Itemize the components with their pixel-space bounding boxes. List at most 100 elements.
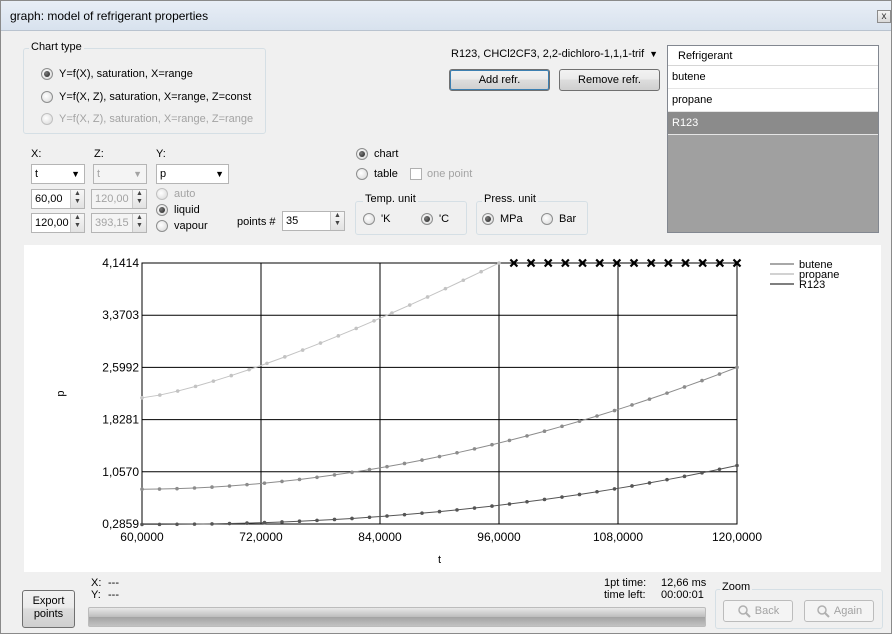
- data-point: [700, 378, 704, 383]
- clipped-point-marker: [509, 258, 519, 268]
- list-item[interactable]: butene: [668, 66, 878, 89]
- x-tick-label: 96,0000: [477, 530, 521, 544]
- data-point: [525, 434, 529, 438]
- phase-liquid-radio[interactable]: liquid: [156, 204, 200, 216]
- series-line: [141, 366, 738, 490]
- points-value: 35: [286, 215, 299, 227]
- refrigerant-list[interactable]: Refrigerant butene propane R123: [667, 45, 879, 233]
- chart-type-title: Chart type: [29, 41, 84, 53]
- data-point: [297, 519, 302, 524]
- data-point: [175, 486, 179, 491]
- data-point: [682, 385, 687, 389]
- data-point: [472, 506, 477, 510]
- list-item[interactable]: R123: [668, 112, 878, 135]
- temp-unit-k-radio[interactable]: 'K: [363, 213, 390, 225]
- chart-area[interactable]: 60,0000 72,0000 84,0000 96,0000 108,0000 120,…: [24, 245, 881, 572]
- y-axis-select-value: p: [160, 168, 167, 180]
- x-axis-label: X:: [31, 148, 42, 160]
- radio-button-icon: [482, 213, 494, 225]
- data-point: [372, 319, 376, 323]
- data-point: [407, 303, 412, 307]
- clipped-point-marker: [526, 258, 536, 268]
- data-point: [140, 487, 144, 491]
- remove-refrigerant-button[interactable]: Remove refr.: [559, 69, 660, 91]
- data-point: [280, 479, 284, 484]
- data-point: [336, 334, 341, 338]
- radio-button-icon: [421, 213, 433, 225]
- data-point: [245, 521, 249, 525]
- radio-button-icon: [156, 188, 168, 200]
- phase-vapour-radio[interactable]: vapour: [156, 220, 208, 232]
- y-tick-label: 2,5992: [102, 360, 139, 374]
- data-point: [402, 461, 407, 466]
- export-points-button[interactable]: Export points: [22, 590, 75, 628]
- clipped-point-marker: [612, 258, 622, 268]
- data-point: [385, 464, 389, 469]
- refrigerant-list-header[interactable]: Refrigerant: [668, 46, 878, 66]
- close-icon[interactable]: x: [877, 10, 891, 23]
- series-line: [141, 465, 738, 525]
- press-unit-mpa-label: MPa: [500, 213, 523, 225]
- data-point: [262, 481, 267, 485]
- press-unit-bar-radio[interactable]: Bar: [541, 213, 576, 225]
- press-unit-mpa-radio[interactable]: MPa: [482, 213, 523, 225]
- one-point-label: one point: [427, 168, 473, 180]
- temp-unit-c-label: 'C: [439, 213, 450, 225]
- phase-liquid-label: liquid: [174, 204, 200, 216]
- output-chart-label: chart: [374, 148, 399, 160]
- clipped-point-marker: [715, 258, 725, 268]
- output-chart-radio[interactable]: chart: [356, 148, 398, 160]
- legend-label: propane: [799, 269, 839, 281]
- z-axis-label: Z:: [94, 148, 104, 160]
- data-point: [612, 487, 617, 491]
- points-stepper[interactable]: 35 ▲ ▼: [282, 211, 345, 231]
- add-refrigerant-button[interactable]: Add refr.: [449, 69, 550, 91]
- chevron-down-icon: ▼: [649, 49, 658, 59]
- data-point: [665, 391, 669, 395]
- x-to-value: 120,00: [35, 217, 69, 229]
- data-point: [577, 419, 582, 424]
- chart-type-option-3: Y=f(X, Z), saturation, X=range, Z=range: [41, 113, 253, 125]
- status-x-label: X:: [91, 577, 102, 589]
- spin-arrows-icon[interactable]: ▲ ▼: [330, 212, 344, 230]
- line-chart[interactable]: 60,0000 72,0000 84,0000 96,0000 108,0000 120,…: [24, 245, 881, 572]
- spin-arrows-icon[interactable]: ▲ ▼: [70, 190, 84, 208]
- data-point: [315, 518, 319, 523]
- zoom-again-label: Again: [833, 605, 863, 617]
- clipped-point-marker: [561, 258, 570, 268]
- status-y-label: Y:: [91, 589, 101, 601]
- data-point: [367, 515, 372, 520]
- pt-time-value: 12,66 ms: [661, 577, 707, 589]
- data-point: [630, 484, 634, 488]
- y-axis-select[interactable]: p ▼: [156, 164, 229, 184]
- z-from-value: 120,00: [95, 193, 129, 205]
- checkbox-icon: [410, 168, 422, 180]
- data-point: [717, 467, 722, 472]
- chart-type-option-2[interactable]: Y=f(X, Z), saturation, X=range, Z=const: [41, 91, 251, 103]
- data-point: [647, 481, 652, 485]
- window-title: graph: model of refrigerant properties: [10, 9, 209, 23]
- data-point: [192, 522, 197, 526]
- data-point: [245, 482, 249, 487]
- zoom-back-button: Back: [723, 600, 793, 622]
- x-from-stepper[interactable]: 60,00 ▲ ▼: [31, 189, 85, 209]
- title-bar[interactable]: graph: model of refrigerant properties x: [1, 1, 891, 31]
- x-axis-select[interactable]: t ▼: [31, 164, 85, 184]
- points-label: points #: [237, 216, 276, 228]
- data-point: [455, 508, 459, 512]
- list-item[interactable]: propane: [668, 89, 878, 112]
- y-tick-label: 1,0570: [102, 465, 139, 479]
- temp-unit-c-radio[interactable]: 'C: [421, 213, 449, 225]
- pt-time-label: 1pt time:: [604, 577, 647, 589]
- output-table-radio[interactable]: table: [356, 168, 398, 180]
- data-point: [425, 295, 430, 299]
- zoom-back-label: Back: [754, 605, 780, 617]
- chart-type-option-1[interactable]: Y=f(X), saturation, X=range: [41, 68, 193, 80]
- refrigerant-select[interactable]: R123, CHCl2CF3, 2,2-dichloro-1,1,1-trif …: [448, 45, 662, 65]
- radio-button-icon: [541, 213, 553, 225]
- data-point: [630, 403, 634, 407]
- data-point: [140, 522, 144, 527]
- x-to-stepper[interactable]: 120,00 ▲ ▼: [31, 213, 85, 233]
- spin-arrows-icon[interactable]: ▲ ▼: [70, 214, 84, 232]
